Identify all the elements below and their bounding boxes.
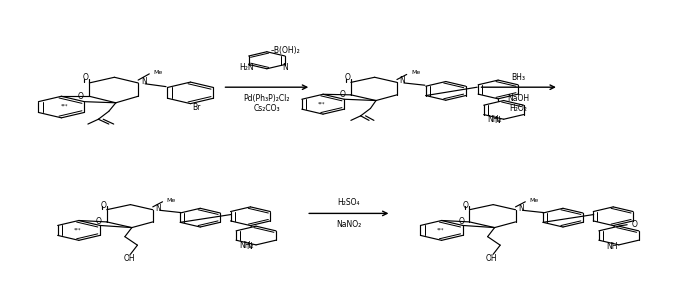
Text: O: O: [345, 73, 350, 82]
Text: O: O: [83, 73, 89, 82]
Text: O: O: [340, 90, 345, 99]
Text: ***: ***: [436, 227, 444, 232]
Text: N: N: [518, 204, 524, 213]
Text: ***: ***: [318, 101, 325, 106]
Text: N: N: [155, 204, 161, 213]
Text: OH: OH: [486, 254, 498, 263]
Text: O: O: [100, 201, 106, 210]
Text: Me: Me: [411, 70, 420, 75]
Text: O: O: [78, 92, 84, 101]
Text: Cs₂CO₃: Cs₂CO₃: [254, 104, 280, 113]
Text: Br: Br: [192, 103, 200, 112]
Text: NH₂: NH₂: [487, 115, 502, 124]
Text: Me: Me: [154, 70, 163, 75]
Text: NH: NH: [606, 242, 617, 251]
Text: NH₂: NH₂: [240, 241, 254, 250]
Text: O: O: [96, 217, 101, 226]
Text: N: N: [282, 63, 288, 72]
Text: NaNO₂: NaNO₂: [336, 220, 361, 229]
Text: H₂O₂: H₂O₂: [510, 104, 528, 113]
Text: NaOH: NaOH: [507, 94, 530, 103]
Text: N: N: [400, 76, 405, 86]
Text: Me: Me: [529, 198, 539, 203]
Text: N: N: [246, 242, 252, 251]
Text: N: N: [493, 116, 500, 125]
Text: Pd(Ph₃P)₂Cl₂: Pd(Ph₃P)₂Cl₂: [243, 94, 290, 103]
Text: H₂SO₄: H₂SO₄: [338, 198, 360, 207]
Text: O: O: [463, 201, 469, 210]
Text: –B(OH)₂: –B(OH)₂: [271, 46, 300, 55]
Text: N: N: [140, 77, 147, 86]
Text: OH: OH: [123, 254, 135, 263]
Text: ***: ***: [61, 103, 69, 108]
Text: H₂N: H₂N: [240, 63, 254, 72]
Text: BH₃: BH₃: [512, 73, 526, 82]
Text: ***: ***: [73, 227, 81, 232]
Text: O: O: [631, 220, 637, 229]
Text: O: O: [458, 217, 464, 226]
Text: Me: Me: [167, 198, 176, 203]
